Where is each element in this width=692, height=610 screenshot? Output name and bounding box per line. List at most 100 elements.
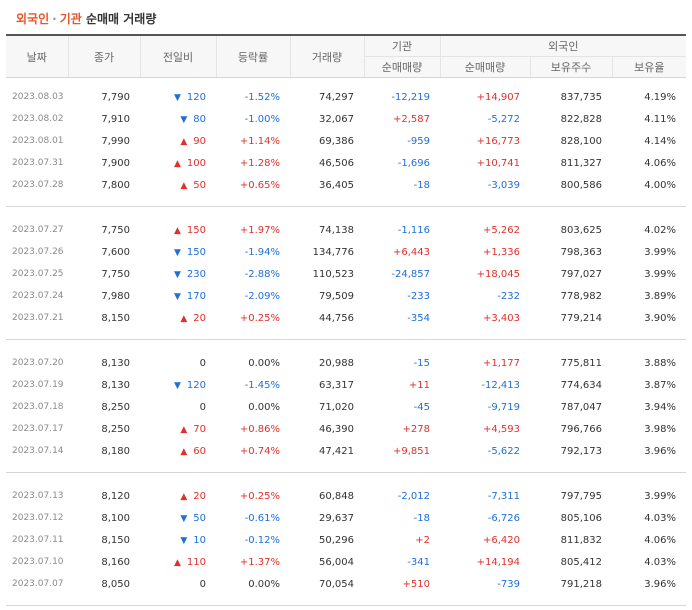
cell-rate: +0.74%: [239, 445, 280, 457]
cell-rate: +1.28%: [239, 157, 280, 169]
arrow-up-icon: ▲: [180, 313, 188, 324]
cell-change: ▼ 50: [140, 507, 216, 529]
cell-volume: 47,421: [319, 445, 354, 457]
cell-date: 2023.07.07: [12, 579, 64, 589]
group-divider: [6, 329, 687, 340]
cell-inst-net: +2,587: [392, 113, 430, 125]
cell-date: 2023.07.14: [12, 446, 64, 456]
cell-foreign-net: +18,045: [476, 268, 520, 280]
title-foreign: 외국인: [16, 12, 50, 26]
cell-change: ▲ 60: [140, 440, 216, 462]
cell-foreign-hold: 800,586: [560, 179, 602, 191]
cell-date: 2023.07.19: [12, 380, 64, 390]
cell-date: 2023.07.10: [12, 557, 64, 567]
cell-inst-net: +9,851: [392, 445, 430, 457]
cell-change: ▼ 80: [140, 108, 216, 130]
cell-foreign-net: -739: [497, 578, 520, 590]
cell-rate: -1.00%: [244, 113, 280, 125]
cell-close: 8,150: [101, 312, 130, 324]
cell-foreign-hold: 811,832: [560, 534, 602, 546]
cell-foreign-net: +3,403: [482, 312, 520, 324]
cell-foreign-ratio: 4.03%: [644, 556, 677, 568]
cell-close: 7,790: [101, 91, 130, 103]
cell-foreign-hold: 822,828: [560, 113, 602, 125]
table-row: 2023.07.07 8,050 0 0.00% 70,054 +510 -739 791,2…: [6, 573, 686, 595]
cell-close: 8,250: [101, 401, 130, 413]
table-row: 2023.07.24 7,980 ▼ 170 -2.09% 79,509 -233 -232 7…: [6, 285, 686, 307]
cell-volume: 29,637: [319, 512, 354, 524]
header-foreign: 외국인: [439, 34, 687, 57]
cell-volume: 46,390: [319, 423, 354, 435]
cell-volume: 74,138: [319, 224, 354, 236]
cell-close: 7,800: [101, 179, 130, 191]
arrow-down-icon: ▼: [173, 92, 181, 103]
cell-foreign-ratio: 4.19%: [644, 91, 677, 103]
cell-close: 8,160: [101, 556, 130, 568]
cell-foreign-hold: 775,811: [560, 357, 602, 369]
cell-close: 7,990: [101, 135, 130, 147]
cell-change-value: 80: [193, 113, 206, 125]
cell-foreign-ratio: 4.02%: [644, 224, 677, 236]
cell-inst-net: -233: [407, 290, 430, 302]
cell-foreign-net: +14,907: [476, 91, 520, 103]
cell-change: ▼ 120: [140, 374, 216, 396]
arrow-up-icon: ▲: [180, 180, 188, 191]
cell-change-value: 10: [193, 534, 206, 546]
cell-change-value: 100: [186, 157, 206, 169]
arrow-down-icon: ▼: [180, 513, 188, 524]
cell-change: ▲ 70: [140, 418, 216, 440]
cell-foreign-hold: 778,982: [560, 290, 602, 302]
cell-foreign-net: +1,336: [482, 246, 520, 258]
group-spacer: [6, 207, 686, 220]
table-row: 2023.07.25 7,750 ▼ 230 -2.88% 110,523 -24,857 +…: [6, 263, 686, 285]
cell-date: 2023.07.12: [12, 513, 64, 523]
trading-volume-table: 날짜 종가 전일비 등락률 거래량 기관 외국인 순매매량 순매매량 보유주수 …: [6, 34, 687, 606]
cell-date: 2023.07.25: [12, 269, 64, 279]
cell-volume: 74,297: [319, 91, 354, 103]
cell-change-value: 0: [199, 357, 206, 369]
cell-volume: 134,776: [312, 246, 354, 258]
table-row: 2023.07.31 7,900 ▲ 100 +1.28% 46,506 -1,696 +10…: [6, 152, 686, 174]
cell-rate: -1.52%: [244, 91, 280, 103]
arrow-down-icon: ▼: [173, 291, 181, 302]
table-row: 2023.07.14 8,180 ▲ 60 +0.74% 47,421 +9,851 -5,6…: [6, 440, 686, 462]
cell-volume: 32,067: [319, 113, 354, 125]
header-row-1: 날짜 종가 전일비 등락률 거래량 기관 외국인: [6, 34, 687, 78]
header-volume: 거래량: [289, 34, 364, 78]
group-divider: [6, 595, 687, 606]
group-spacer: [6, 473, 686, 486]
cell-inst-net: -15: [413, 357, 430, 369]
cell-change-value: 50: [193, 179, 206, 191]
header-foreign-net: 순매매량: [439, 56, 530, 78]
cell-rate: +0.86%: [239, 423, 280, 435]
cell-volume: 50,296: [319, 534, 354, 546]
cell-foreign-net: +10,741: [476, 157, 520, 169]
cell-foreign-ratio: 3.99%: [644, 268, 677, 280]
table-body: 2023.08.03 7,790 ▼ 120 -1.52% 74,297 -12,219 +1…: [6, 78, 687, 606]
arrow-down-icon: ▼: [173, 380, 181, 391]
cell-inst-net: -354: [407, 312, 430, 324]
cell-volume: 60,848: [319, 490, 354, 502]
cell-rate: 0.00%: [248, 401, 280, 413]
cell-rate: +0.25%: [239, 490, 280, 502]
table-row: 2023.07.20 8,130 0 0.00% 20,988 -15 +1,177 775,…: [6, 352, 686, 374]
cell-foreign-net: -5,272: [487, 113, 520, 125]
cell-foreign-hold: 797,027: [560, 268, 602, 280]
cell-change: ▲ 20: [140, 307, 216, 329]
cell-foreign-net: -7,311: [487, 490, 520, 502]
cell-inst-net: -18: [413, 179, 430, 191]
cell-foreign-ratio: 3.96%: [644, 578, 677, 590]
cell-foreign-ratio: 3.96%: [644, 445, 677, 457]
cell-change: ▼ 120: [140, 86, 216, 108]
cell-inst-net: -24,857: [391, 268, 430, 280]
cell-rate: +1.37%: [239, 556, 280, 568]
cell-foreign-hold: 837,735: [560, 91, 602, 103]
cell-date: 2023.07.31: [12, 158, 64, 168]
cell-inst-net: +278: [402, 423, 430, 435]
cell-foreign-ratio: 3.87%: [644, 379, 677, 391]
header-foreign-ratio: 보유율: [611, 56, 687, 78]
cell-foreign-hold: 805,412: [560, 556, 602, 568]
header-close: 종가: [67, 34, 140, 78]
cell-foreign-hold: 797,795: [560, 490, 602, 502]
header-date: 날짜: [6, 34, 68, 78]
